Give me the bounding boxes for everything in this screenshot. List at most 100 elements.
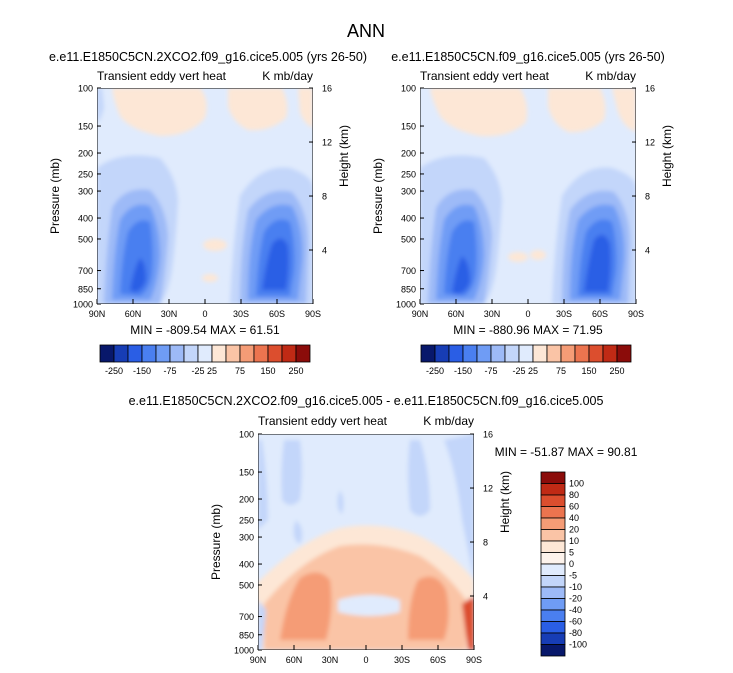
colorbar-label: 150 — [260, 366, 275, 376]
pressure-tick-label: 700 — [78, 266, 93, 276]
colorbar-swatch — [540, 540, 566, 553]
colorbar-label: -25 — [191, 366, 204, 376]
lat-tick-label: 0 — [363, 655, 368, 665]
panel-2-title: e.e11.E1850C5CN.f09_g16.cice5.005 (yrs 2… — [391, 50, 665, 64]
colorbar-swatch — [574, 344, 590, 363]
colorbar-label: -5 — [569, 571, 577, 581]
colorbar-swatch — [462, 344, 478, 363]
colorbar-label: 250 — [609, 366, 624, 376]
colorbar-label: -80 — [569, 628, 582, 638]
colorbar-swatch — [540, 471, 566, 484]
colorbar-swatch — [602, 344, 618, 363]
colorbar-swatch — [540, 517, 566, 530]
pressure-tick-label: 850 — [239, 630, 254, 640]
height-tick-label: 4 — [322, 246, 327, 256]
colorbar-swatch — [434, 344, 450, 363]
lat-tick-label: 60N — [448, 309, 465, 319]
lat-tick-label: 90N — [412, 309, 429, 319]
colorbar-swatch — [504, 344, 520, 363]
colorbar-label: 5 — [569, 548, 574, 558]
colorbar-1: -250 -150 -75 -25 25 75 150 250 — [99, 344, 311, 376]
colorbar-swatch — [540, 529, 566, 542]
colorbar-label: 25 — [528, 366, 538, 376]
colorbar-label: -40 — [569, 605, 582, 615]
colorbar-swatch — [183, 344, 199, 363]
pressure-tick-label: 300 — [239, 533, 254, 543]
pressure-tick-label: 150 — [239, 468, 254, 478]
pressure-tick-label: 850 — [78, 284, 93, 294]
panel-2-ylabel: Pressure (mb) — [371, 158, 385, 234]
colorbar-swatch — [540, 598, 566, 611]
panel-1: e.e11.E1850C5CN.2XCO2.f09_g16.cice5.005 … — [48, 50, 367, 337]
lat-tick-label: 30S — [233, 309, 249, 319]
panel-2: e.e11.E1850C5CN.f09_g16.cice5.005 (yrs 2… — [371, 50, 674, 337]
panel-3-units-label: K mb/day — [423, 414, 474, 428]
panel-2-ylabel-right: Height (km) — [660, 125, 674, 187]
figure-title: ANN — [347, 21, 385, 41]
panel-1-variable-label: Transient eddy vert heat — [97, 69, 227, 83]
panel-2-minmax: MIN = -880.96 MAX = 71.95 — [453, 323, 603, 337]
lat-tick-label: 90N — [250, 655, 267, 665]
height-tick-label: 12 — [322, 138, 332, 148]
colorbar-swatch — [197, 344, 213, 363]
colorbar-swatch — [540, 586, 566, 599]
pressure-tick-label: 300 — [401, 187, 416, 197]
colorbar-swatch — [99, 344, 115, 363]
colorbar-swatch — [295, 344, 311, 363]
colorbar-swatch — [588, 344, 604, 363]
panel-3-ylabel-right: Height (km) — [498, 471, 512, 533]
pressure-tick-label: 500 — [401, 234, 416, 244]
colorbar-label: 250 — [288, 366, 303, 376]
lat-tick-label: 90S — [305, 309, 321, 319]
colorbar-swatch — [540, 506, 566, 519]
colorbar-label: -100 — [569, 640, 587, 650]
lat-tick-label: 0 — [525, 309, 530, 319]
height-tick-label: 12 — [645, 138, 655, 148]
colorbar-swatch — [239, 344, 255, 363]
pressure-tick-label: 250 — [401, 169, 416, 179]
colorbar-swatch — [518, 344, 534, 363]
colorbar-label: 10 — [569, 536, 579, 546]
pressure-tick-label: 150 — [401, 122, 416, 132]
colorbar-swatch — [113, 344, 129, 363]
colorbar-swatch — [490, 344, 506, 363]
colorbar-label: -10 — [569, 582, 582, 592]
pressure-tick-label: 400 — [401, 214, 416, 224]
lat-tick-label: 30S — [394, 655, 410, 665]
height-tick-label: 4 — [645, 246, 650, 256]
pressure-tick-label: 1000 — [396, 300, 416, 310]
colorbar-label: -250 — [426, 366, 444, 376]
colorbar-swatch — [540, 575, 566, 588]
pressure-tick-label: 700 — [401, 266, 416, 276]
colorbar-swatch — [281, 344, 297, 363]
panel-3-minmax: MIN = -51.87 MAX = 90.81 — [495, 445, 638, 459]
colorbar-label: 60 — [569, 502, 579, 512]
colorbar-swatch — [155, 344, 171, 363]
lat-tick-label: 90S — [628, 309, 644, 319]
lat-tick-label: 60S — [269, 309, 285, 319]
colorbar-swatch — [532, 344, 548, 363]
lat-tick-label: 30N — [322, 655, 339, 665]
height-tick-label: 16 — [322, 84, 332, 94]
panel-3-title: e.e11.E1850C5CN.2XCO2.f09_g16.cice5.005 … — [129, 394, 604, 408]
panel-2-variable-label: Transient eddy vert heat — [420, 69, 550, 83]
colorbar-swatch — [448, 344, 464, 363]
height-tick-label: 8 — [483, 538, 488, 548]
pressure-tick-label: 250 — [239, 515, 254, 525]
lat-tick-label: 30N — [161, 309, 178, 319]
height-tick-label: 8 — [322, 192, 327, 202]
colorbar-swatch — [211, 344, 227, 363]
pressure-tick-label: 200 — [401, 149, 416, 159]
pressure-tick-label: 200 — [239, 495, 254, 505]
colorbar-label: 40 — [569, 513, 579, 523]
height-tick-label: 4 — [483, 592, 488, 602]
panel-3-variable-label: Transient eddy vert heat — [258, 414, 388, 428]
lat-tick-label: 30N — [484, 309, 501, 319]
pressure-tick-label: 100 — [401, 84, 416, 94]
lat-tick-label: 30S — [556, 309, 572, 319]
colorbar-label: -75 — [163, 366, 176, 376]
pressure-tick-label: 500 — [239, 580, 254, 590]
